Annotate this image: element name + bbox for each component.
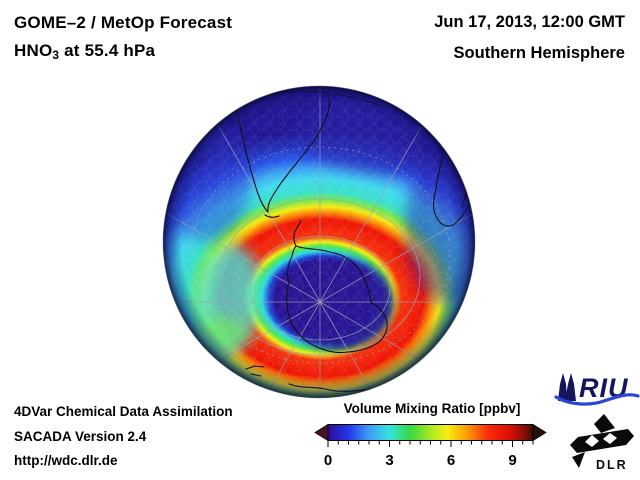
assimilation-label: 4DVar Chemical Data Assimilation bbox=[14, 404, 233, 419]
version-label: SACADA Version 2.4 bbox=[14, 429, 147, 444]
product-title: GOME–2 / MetOp Forecast bbox=[14, 13, 233, 32]
globe-outline bbox=[162, 85, 476, 399]
riu-logo: RIU bbox=[554, 373, 640, 406]
dlr-logo: DLR bbox=[570, 414, 634, 472]
colorbar-over-range-arrow bbox=[532, 423, 547, 442]
colorbar-under-range-arrow bbox=[314, 423, 329, 442]
colorbar-tick-label: 9 bbox=[508, 452, 517, 469]
pressure-level: at 55.4 hPa bbox=[59, 41, 156, 60]
colorbar-tick-label: 0 bbox=[323, 452, 333, 469]
dlr-wordmark: DLR bbox=[596, 458, 628, 472]
colorbar bbox=[314, 423, 547, 447]
website-url[interactable]: http://wdc.dlr.de bbox=[14, 453, 118, 468]
colorbar-tick-labels: 0 3 6 9 bbox=[0, 452, 640, 470]
species-level: HNO3 at 55.4 hPa bbox=[14, 41, 155, 62]
riu-wordmark: RIU bbox=[579, 373, 629, 403]
colorbar-tick-label: 3 bbox=[385, 452, 394, 469]
species-formula: HNO bbox=[14, 41, 53, 60]
colorbar-title: Volume Mixing Ratio [ppbv] bbox=[343, 401, 521, 416]
species-subscript: 3 bbox=[52, 47, 60, 62]
colorbar-tick-label: 6 bbox=[446, 452, 456, 469]
rhine-wave-icon bbox=[554, 393, 640, 406]
cathedral-icon bbox=[558, 373, 576, 401]
hemisphere-label: Southern Hemisphere bbox=[453, 44, 625, 62]
colorbar-ticks bbox=[327, 440, 534, 447]
map-rim bbox=[163, 86, 475, 398]
colorbar-gradient-bar bbox=[327, 424, 534, 441]
datetime-label: Jun 17, 2013, 12:00 GMT bbox=[434, 13, 625, 31]
dlr-emblem-icon bbox=[570, 414, 634, 468]
